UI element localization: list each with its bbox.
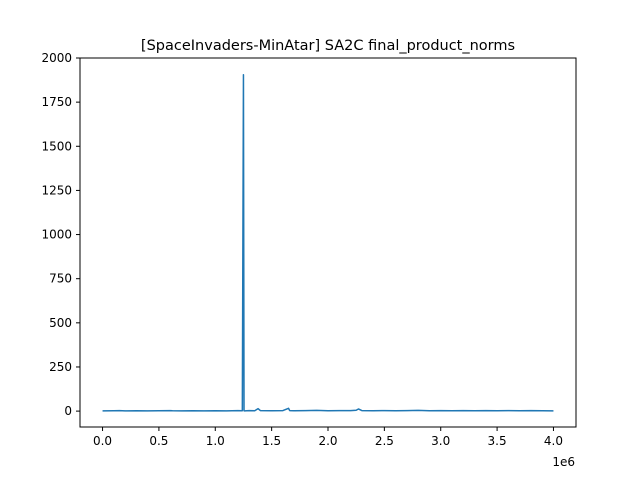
x-axis-ticks: 0.0 0.5 1.0 1.5 2.0 2.5 3.0 3.5 4.0	[93, 427, 563, 448]
plot-area	[102, 74, 554, 412]
y-tick-label: 500	[49, 316, 72, 330]
y-tick-label: 1000	[41, 228, 72, 242]
y-axis-ticks: 0 250 500 750 1000 1250 1500 1750 2000	[41, 51, 80, 418]
y-tick-label: 1750	[41, 95, 72, 109]
y-tick-label: 750	[49, 272, 72, 286]
x-tick-label: 2.5	[375, 434, 394, 448]
chart-title: [SpaceInvaders-MinAtar] SA2C final_produ…	[141, 38, 515, 54]
x-tick-label: 2.0	[318, 434, 337, 448]
x-offset-label: 1e6	[552, 455, 575, 469]
x-tick-label: 1.5	[262, 434, 281, 448]
x-tick-label: 0.0	[93, 434, 112, 448]
y-tick-label: 0	[64, 404, 72, 418]
x-tick-label: 4.0	[544, 434, 563, 448]
y-tick-label: 250	[49, 360, 72, 374]
y-tick-label: 1500	[41, 139, 72, 153]
x-tick-label: 3.5	[488, 434, 507, 448]
x-tick-label: 1.0	[206, 434, 225, 448]
series-line	[102, 74, 554, 412]
y-tick-label: 1250	[41, 183, 72, 197]
x-tick-label: 0.5	[149, 434, 168, 448]
y-tick-label: 2000	[41, 51, 72, 65]
x-tick-label: 3.0	[431, 434, 450, 448]
axes-frame	[79, 57, 577, 428]
